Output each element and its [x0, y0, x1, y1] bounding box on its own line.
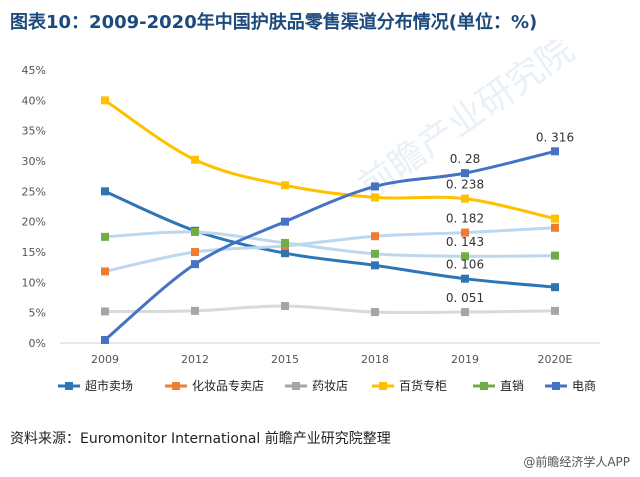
legend-swatch-marker [379, 382, 387, 390]
data-point-6 [101, 335, 109, 344]
data-point-4 [551, 214, 559, 223]
data-point-4 [281, 181, 289, 190]
y-tick-label: 25% [22, 185, 46, 198]
data-point-3 [461, 308, 469, 317]
legend-label: 超市卖场 [85, 378, 133, 393]
data-point-2 [371, 232, 379, 241]
legend-label: 百货专柜 [399, 378, 447, 393]
y-tick-label: 15% [22, 246, 46, 259]
data-point-1 [551, 283, 559, 292]
data-point-4 [101, 96, 109, 105]
credit-note: @前瞻经济学人APP [523, 455, 630, 469]
data-point-1 [281, 249, 289, 258]
source-note: 资料来源：Euromonitor International 前瞻产业研究院整理 [10, 431, 391, 447]
legend-swatch-marker [292, 382, 300, 390]
data-point-3 [551, 306, 559, 315]
data-label: 0. 28 [450, 152, 481, 166]
data-point-6 [281, 217, 289, 226]
data-point-4 [461, 194, 469, 203]
series-line-1 [104, 189, 556, 289]
data-point-5 [281, 238, 289, 247]
data-point-4 [191, 155, 199, 164]
data-point-2 [461, 228, 469, 237]
data-label: 0. 182 [446, 212, 484, 226]
data-point-1 [101, 187, 109, 196]
chart-title: 图表10：2009-2020年中国护肤品零售渠道分布情况(单位：%) [10, 12, 538, 33]
data-point-6 [461, 169, 469, 178]
x-tick-label: 2012 [181, 353, 209, 366]
series-line-5 [104, 230, 556, 258]
y-tick-label: 5% [29, 307, 46, 320]
y-tick-label: 10% [22, 276, 46, 289]
legend-swatch-marker [65, 382, 73, 390]
y-tick-label: 35% [22, 125, 46, 138]
legend-swatch-marker [552, 382, 560, 390]
series-line-3 [104, 304, 556, 315]
data-label: 0. 106 [446, 258, 484, 272]
data-point-5 [191, 227, 199, 236]
legend-swatch-marker [480, 382, 488, 390]
data-point-1 [371, 261, 379, 270]
x-tick-label: 2015 [271, 353, 299, 366]
legend-label: 直销 [500, 379, 524, 393]
data-label: 0. 238 [446, 178, 484, 192]
y-tick-label: 45% [22, 64, 46, 77]
data-point-3 [101, 307, 109, 316]
y-tick-label: 0% [29, 337, 46, 350]
data-point-6 [191, 260, 199, 269]
data-label: 0. 143 [446, 235, 484, 249]
plot-area: 0% 5% 10% 15% 20% 25% 30% 35% 40% 45% 2009 2012 2015… [22, 64, 600, 393]
data-point-5 [101, 232, 109, 241]
data-point-6 [551, 147, 559, 156]
data-point-4 [371, 193, 379, 202]
legend-label: 药妆店 [312, 379, 348, 393]
data-point-5 [461, 252, 469, 261]
data-point-3 [371, 308, 379, 317]
legend-label: 化妆品专卖店 [192, 378, 264, 393]
data-label: 0. 316 [536, 130, 574, 144]
x-tick-label: 2009 [91, 353, 119, 366]
legend-label: 电商 [572, 378, 596, 393]
data-point-2 [551, 223, 559, 232]
series-line-6 [104, 149, 556, 342]
y-tick-label: 20% [22, 216, 46, 229]
x-tick-label: 2018 [361, 353, 389, 366]
y-tick-label: 40% [22, 94, 46, 107]
legend-swatch-marker [172, 382, 180, 390]
data-point-3 [281, 301, 289, 310]
series-line-2 [104, 226, 556, 273]
data-point-5 [551, 251, 559, 260]
x-tick-label: 2020E [538, 353, 573, 366]
line-chart: 前瞻产业研究院 0%5%10%15%20%25%30%35%40%45%2009… [22, 40, 600, 393]
data-point-2 [191, 248, 199, 256]
data-point-2 [101, 267, 109, 276]
data-point-1 [461, 274, 469, 283]
data-point-6 [371, 182, 379, 191]
data-point-3 [191, 306, 199, 315]
series-line-4 [104, 99, 556, 221]
x-tick-label: 2019 [451, 353, 479, 366]
data-label: 0. 051 [446, 291, 484, 305]
data-point-5 [371, 249, 379, 258]
y-tick-label: 30% [22, 155, 46, 168]
